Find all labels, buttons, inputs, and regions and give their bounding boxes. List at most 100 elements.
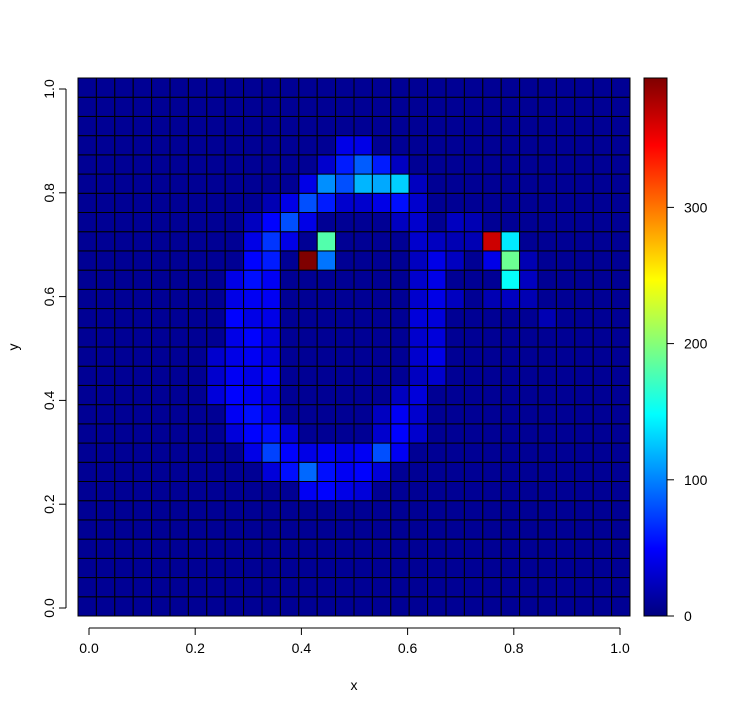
heatmap-cell: [335, 519, 355, 540]
heatmap-cell: [592, 384, 613, 406]
heatmap-cell: [574, 365, 594, 386]
heatmap-cell: [371, 154, 392, 175]
heatmap-cell: [500, 77, 521, 98]
heatmap-cell: [574, 577, 594, 598]
heatmap-cell: [261, 115, 281, 137]
heatmap-cell: [77, 346, 97, 367]
heatmap-cell: [132, 384, 153, 406]
heatmap-cell: [482, 308, 502, 329]
heatmap-cell: [519, 96, 539, 117]
heatmap-cell: [463, 519, 484, 540]
heatmap-cell: [427, 308, 447, 329]
heatmap-cell: [114, 173, 134, 194]
heatmap-cell: [95, 173, 116, 194]
heatmap-cell: [261, 135, 281, 156]
x-tick-label: 0.8: [504, 640, 524, 656]
heatmap-cell: [298, 327, 318, 348]
heatmap-cell: [592, 250, 613, 271]
heatmap-cell: [371, 250, 392, 271]
heatmap-cell: [519, 538, 539, 559]
heatmap-cell: [206, 154, 226, 175]
heatmap-cell: [316, 442, 337, 463]
heatmap-cell: [224, 596, 245, 617]
heatmap-cell: [408, 519, 429, 540]
heatmap-cell: [592, 231, 613, 252]
heatmap-cell: [353, 423, 373, 444]
heatmap-cell: [408, 77, 429, 98]
heatmap-cell: [298, 212, 318, 233]
heatmap-cell: [500, 250, 521, 271]
heatmap-cell: [243, 77, 263, 98]
heatmap-cell: [316, 308, 337, 329]
heatmap-cell: [335, 173, 355, 194]
heatmap-cell: [463, 269, 484, 290]
heatmap-cell: [77, 365, 97, 386]
heatmap-cell: [335, 96, 355, 117]
heatmap-cell: [353, 519, 373, 540]
heatmap-cell: [298, 577, 318, 598]
heatmap-cell: [371, 365, 392, 386]
y-axis-label: y: [5, 344, 21, 351]
heatmap-cell: [482, 384, 502, 406]
heatmap-cell: [482, 77, 502, 98]
heatmap-cell: [574, 384, 594, 406]
heatmap-cell: [427, 77, 447, 98]
heatmap-cell: [390, 596, 410, 617]
heatmap-cell: [132, 346, 153, 367]
heatmap-cell: [206, 327, 226, 348]
heatmap-cell: [206, 404, 226, 425]
heatmap-cell: [151, 557, 171, 579]
heatmap-cell: [353, 442, 373, 463]
heatmap-cell: [371, 212, 392, 233]
heatmap-cell: [592, 365, 613, 386]
heatmap-cell: [316, 250, 337, 271]
heatmap-cell: [187, 173, 208, 194]
heatmap-cell: [187, 288, 208, 310]
heatmap-cell: [519, 481, 539, 502]
heatmap-cell: [77, 596, 97, 617]
heatmap-cell: [500, 384, 521, 406]
heatmap-cell: [371, 77, 392, 98]
heatmap-cell: [224, 96, 245, 117]
heatmap-cell: [611, 519, 631, 540]
heatmap-cell: [298, 481, 318, 502]
heatmap-cell: [335, 192, 355, 213]
heatmap-cell: [298, 288, 318, 310]
heatmap-cell: [427, 423, 447, 444]
heatmap-cell: [445, 308, 465, 329]
heatmap-cell: [427, 212, 447, 233]
heatmap-cell: [574, 135, 594, 156]
heatmap-cell: [445, 577, 465, 598]
heatmap-cell: [151, 154, 171, 175]
heatmap-cell: [224, 250, 245, 271]
heatmap-cell: [95, 577, 116, 598]
heatmap-cell: [537, 481, 557, 502]
heatmap-cell: [316, 346, 337, 367]
heatmap-cell: [114, 365, 134, 386]
heatmap-cell: [445, 538, 465, 559]
heatmap-cell: [316, 596, 337, 617]
heatmap-cell: [482, 250, 502, 271]
heatmap-cell: [95, 288, 116, 310]
heatmap-cell: [555, 77, 576, 98]
heatmap-cell: [261, 231, 281, 252]
heatmap-cell: [482, 442, 502, 463]
heatmap-cell: [463, 308, 484, 329]
heatmap-cell: [592, 154, 613, 175]
heatmap-cell: [243, 557, 263, 579]
heatmap-cell: [206, 346, 226, 367]
heatmap-cell: [261, 442, 281, 463]
heatmap-cell: [187, 212, 208, 233]
heatmap-cell: [335, 596, 355, 617]
heatmap-cell: [537, 308, 557, 329]
heatmap-cell: [390, 115, 410, 137]
heatmap-cell: [77, 308, 97, 329]
heatmap-cell: [132, 154, 153, 175]
heatmap-cell: [279, 231, 300, 252]
heatmap-cell: [408, 442, 429, 463]
heatmap-cell: [95, 77, 116, 98]
heatmap-cell: [463, 231, 484, 252]
heatmap-cell: [224, 192, 245, 213]
heatmap-cell: [371, 557, 392, 579]
heatmap-cell: [463, 365, 484, 386]
